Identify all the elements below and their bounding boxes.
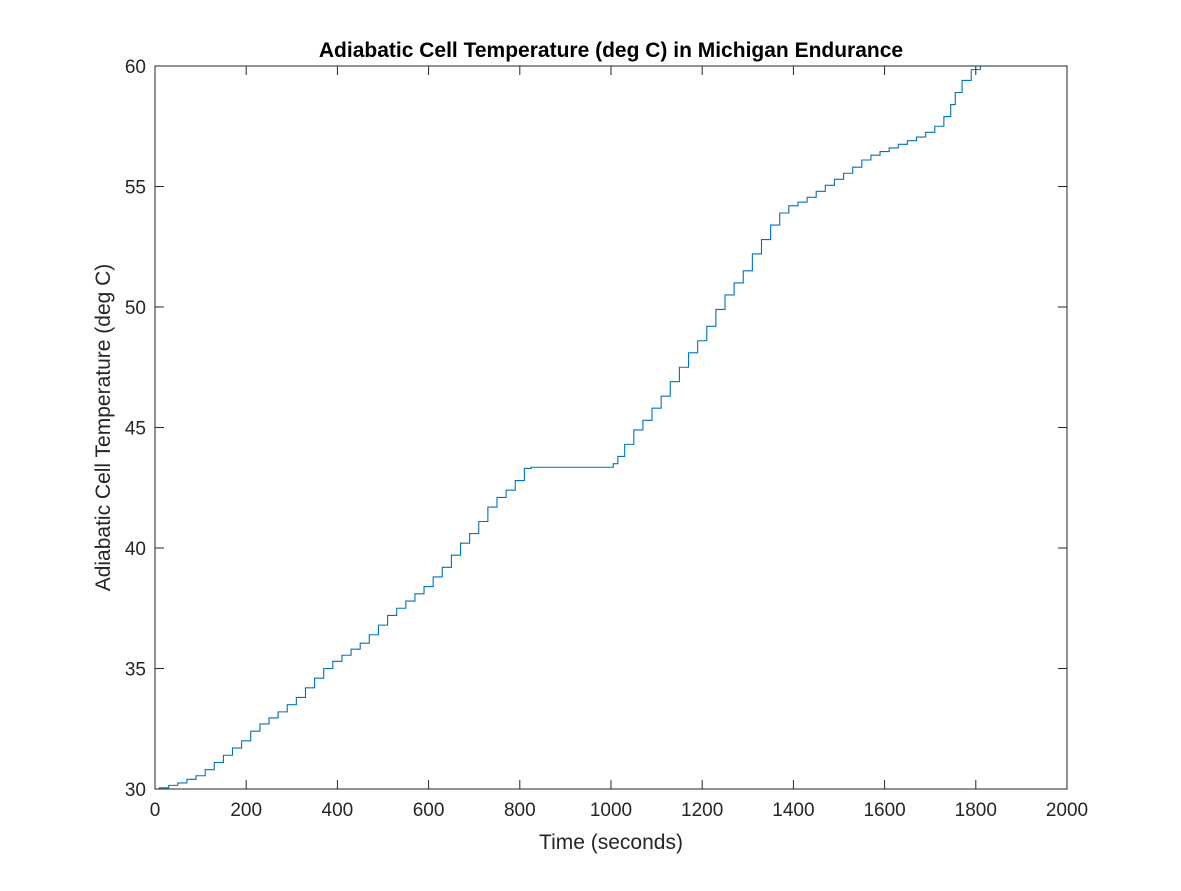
- y-axis-title: Adiabatic Cell Temperature (deg C): [92, 264, 115, 592]
- tick-labels-layer: 0 200 400 600 800 1000 1200 1400 1600 1800 2000 30 3…: [125, 57, 1088, 821]
- y-tick-label: 40: [125, 539, 146, 560]
- series-line-1: [155, 65, 985, 790]
- x-tick-label: 600: [413, 800, 445, 821]
- x-axis-title: Time (seconds): [539, 831, 683, 854]
- y-tick-label: 30: [125, 780, 146, 801]
- x-tick-label: 2000: [1046, 800, 1088, 821]
- plot-area: [155, 66, 1067, 789]
- x-tick-label: 800: [504, 800, 536, 821]
- series-layer: [155, 65, 985, 790]
- y-tick-label: 45: [125, 419, 146, 440]
- x-tick-label: 1200: [681, 800, 723, 821]
- x-tick-label: 1800: [955, 800, 997, 821]
- y-tick-label: 55: [125, 178, 146, 199]
- chart-title: Adiabatic Cell Temperature (deg C) in Mi…: [319, 39, 903, 62]
- y-tick-label: 50: [125, 298, 146, 319]
- x-tick-label: 400: [322, 800, 354, 821]
- x-tick-label: 0: [150, 800, 161, 821]
- x-tick-label: 1600: [863, 800, 905, 821]
- x-tick-label: 200: [230, 800, 262, 821]
- y-tick-label: 35: [125, 660, 146, 681]
- x-tick-label: 1400: [772, 800, 814, 821]
- axes-box: [154, 65, 1068, 790]
- x-tick-label: 1000: [590, 800, 632, 821]
- y-tick-label: 60: [125, 57, 146, 78]
